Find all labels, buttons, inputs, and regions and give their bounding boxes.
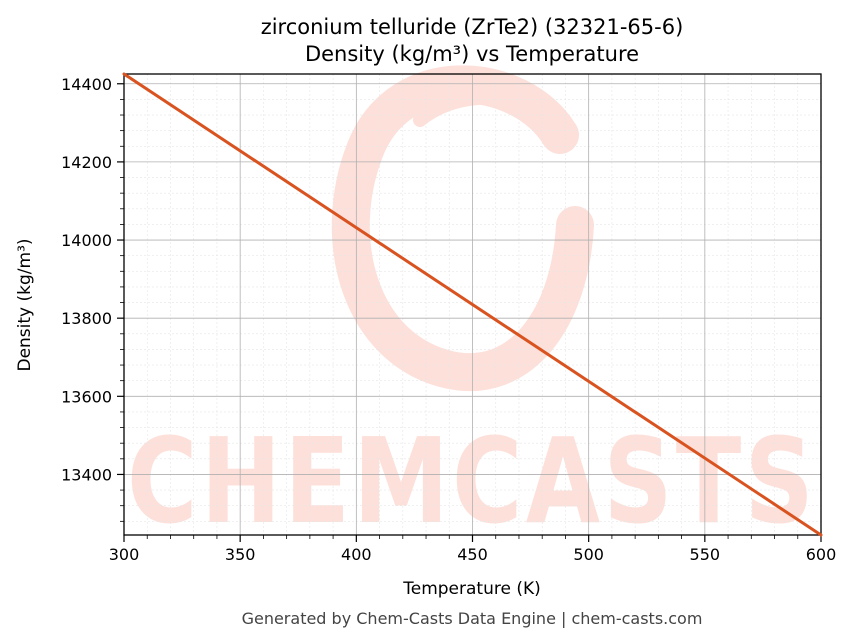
x-axis: 300 350 400 450 500 550 600 [109,535,837,564]
y-tick-label: 14400 [61,75,112,94]
x-tick-label: 500 [573,545,604,564]
x-tick-label: 300 [109,545,140,564]
footer-credit: Generated by Chem-Casts Data Engine | ch… [242,609,703,628]
y-axis: 13400 13600 13800 14000 14200 14400 [61,75,124,522]
watermark: CHEMCASTS [127,65,817,550]
x-tick-label: 350 [225,545,256,564]
y-tick-label: 13800 [61,309,112,328]
watermark-logo-icon [331,65,594,391]
y-tick-label: 13400 [61,465,112,484]
x-axis-label: Temperature (K) [402,579,541,599]
x-tick-label: 600 [806,545,837,564]
y-tick-label: 14200 [61,153,112,172]
chart-title: zirconium telluride (ZrTe2) (32321-65-6) [261,15,684,39]
x-tick-label: 450 [457,545,488,564]
chart-subtitle: Density (kg/m³) vs Temperature [305,42,639,66]
watermark-text: CHEMCASTS [127,412,817,550]
series-line [122,72,823,537]
y-tick-label: 14000 [61,231,112,250]
x-tick-label: 550 [690,545,721,564]
y-axis-label: Density (kg/m³) [15,238,35,371]
y-tick-label: 13600 [61,387,112,406]
x-tick-label: 400 [341,545,372,564]
series-layer [122,72,823,537]
